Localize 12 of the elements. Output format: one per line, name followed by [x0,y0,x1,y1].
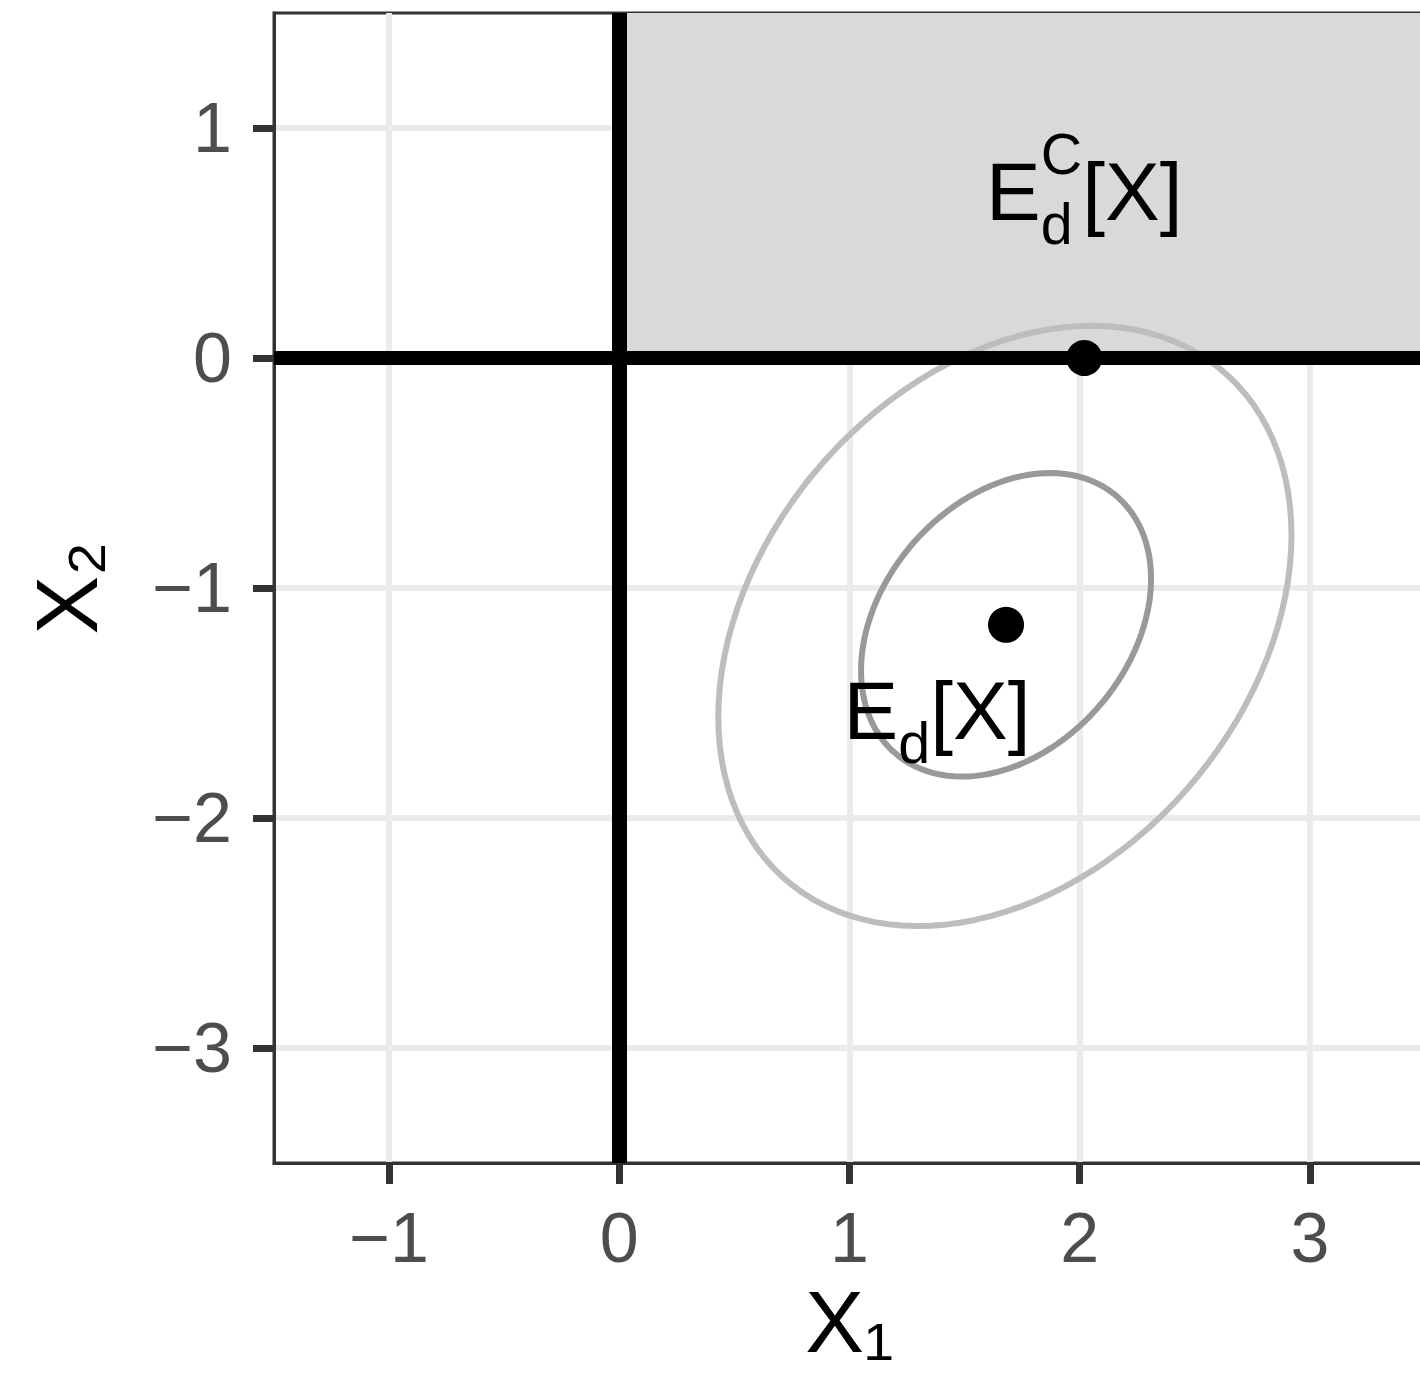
annotation: E$_{d}$$^{C}$[X] [986,122,1183,257]
y-tick-label: −3 [152,1009,232,1087]
y-tick-label: 0 [193,319,232,397]
annotation: E$_{d}$[X] [843,664,1031,775]
y-tick-label: −2 [152,779,232,857]
x-tick-label: 2 [1060,1199,1100,1277]
x-tick-label: 0 [599,1199,639,1277]
y-tick-label: 1 [193,89,232,167]
x-tick-label: −1 [349,1199,430,1277]
y-axis-title: X₂ [16,541,116,635]
y-tick-label: −1 [152,549,232,627]
x-tick-label: 3 [1290,1199,1330,1277]
